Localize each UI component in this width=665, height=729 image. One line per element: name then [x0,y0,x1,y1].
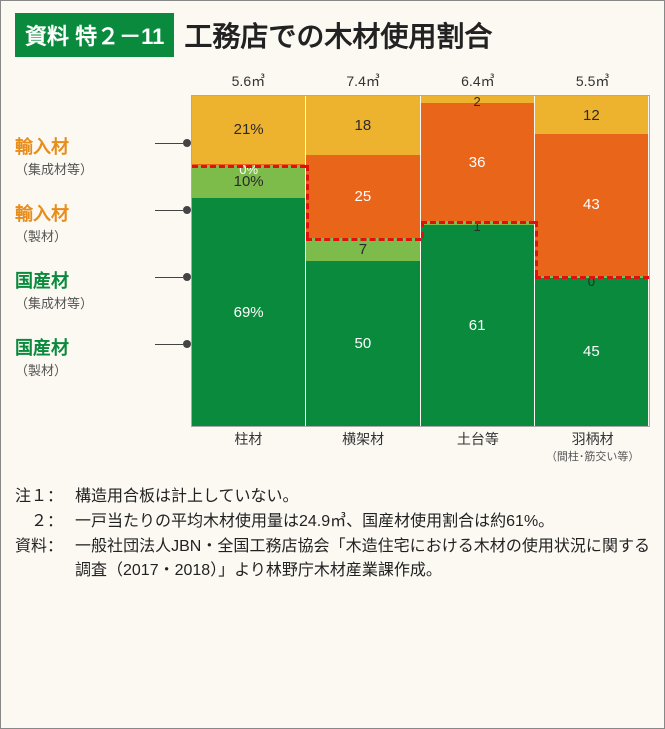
bar-segment: 18 [306,96,419,155]
bar-column: 611362 [421,96,535,426]
source-label: 資料： [15,535,75,585]
legend-label: 国産材 [15,267,155,293]
volume-labels: 5.6㎥7.4㎥6.4㎥5.5㎥ [191,71,650,93]
legend-sublabel: （製材） [15,360,155,379]
volume-label: 5.6㎥ [191,71,306,93]
legend-label: 国産材 [15,334,155,360]
bar-segment: 50 [306,261,419,426]
bar-segment: 61 [421,225,534,426]
bar-segment: 43 [535,134,648,276]
stacked-bar-chart: 5.6㎥7.4㎥6.4㎥5.5㎥ 69%10%0%21%507251861136… [191,71,650,471]
legend-label: 輸入材 [15,200,155,226]
footnotes: 注１： 構造用合板は計上していない。 ２： 一戸当たりの平均木材使用量は24.9… [15,485,650,584]
x-axis-label: 横架材 [306,431,421,471]
legend-item: 輸入材 （製材） [15,200,155,245]
x-axis-labels: 柱材横架材土台等羽柄材（間柱･筋交い等） [191,431,650,471]
bar-segment: 36 [421,103,534,222]
figure-badge: 資料 特２－11 [15,13,174,57]
figure-header: 資料 特２－11 工務店での木材使用割合 [15,13,650,57]
bar-segment: 7 [306,238,419,261]
bar-column: 5072518 [306,96,420,426]
chart-container: 輸入材 （集成材等） 輸入材 （製材） 国産材 （集成材等） 国産材 （製材） … [15,71,650,471]
bar-segment: 45 [535,278,648,427]
bar-segment: 1 [421,221,534,224]
bar-segment: 69% [192,198,305,426]
x-axis-label: 土台等 [421,431,536,471]
bar-segment: 12 [535,96,648,134]
x-axis-label: 柱材 [191,431,306,471]
bar-segment: 21% [192,96,305,164]
bar-segment: 2 [421,96,534,103]
legend-label: 輸入材 [15,133,155,159]
bar-segment: 0 [535,276,648,278]
volume-label: 7.4㎥ [306,71,421,93]
legend-sublabel: （集成材等） [15,159,155,178]
legend-item: 国産材 （製材） [15,334,155,379]
figure-title: 工務店での木材使用割合 [184,15,492,55]
legend-item: 輸入材 （集成材等） [15,133,155,178]
plot-area: 69%10%0%21%50725186113624504312 [191,95,650,427]
legend-item: 国産材 （集成材等） [15,267,155,312]
bar-segment: 25 [306,155,419,238]
source-text: 一般社団法人JBN・全国工務店協会「木造住宅における木材の使用状況に関する調査（… [75,535,650,585]
bar-segment: 0% [192,164,305,166]
bar-column: 4504312 [535,96,649,426]
legend: 輸入材 （集成材等） 輸入材 （製材） 国産材 （集成材等） 国産材 （製材） [15,71,155,471]
legend-sublabel: （集成材等） [15,293,155,312]
x-axis-label: 羽柄材（間柱･筋交い等） [535,431,650,471]
note-label: ２： [15,510,75,535]
volume-label: 5.5㎥ [535,71,650,93]
note-label: 注１： [15,485,75,510]
legend-sublabel: （製材） [15,226,155,245]
bar-column: 69%10%0%21% [192,96,306,426]
note-text: 一戸当たりの平均木材使用量は24.9㎥、国産材使用割合は約61%。 [75,510,650,535]
volume-label: 6.4㎥ [421,71,536,93]
note-text: 構造用合板は計上していない。 [75,485,650,510]
